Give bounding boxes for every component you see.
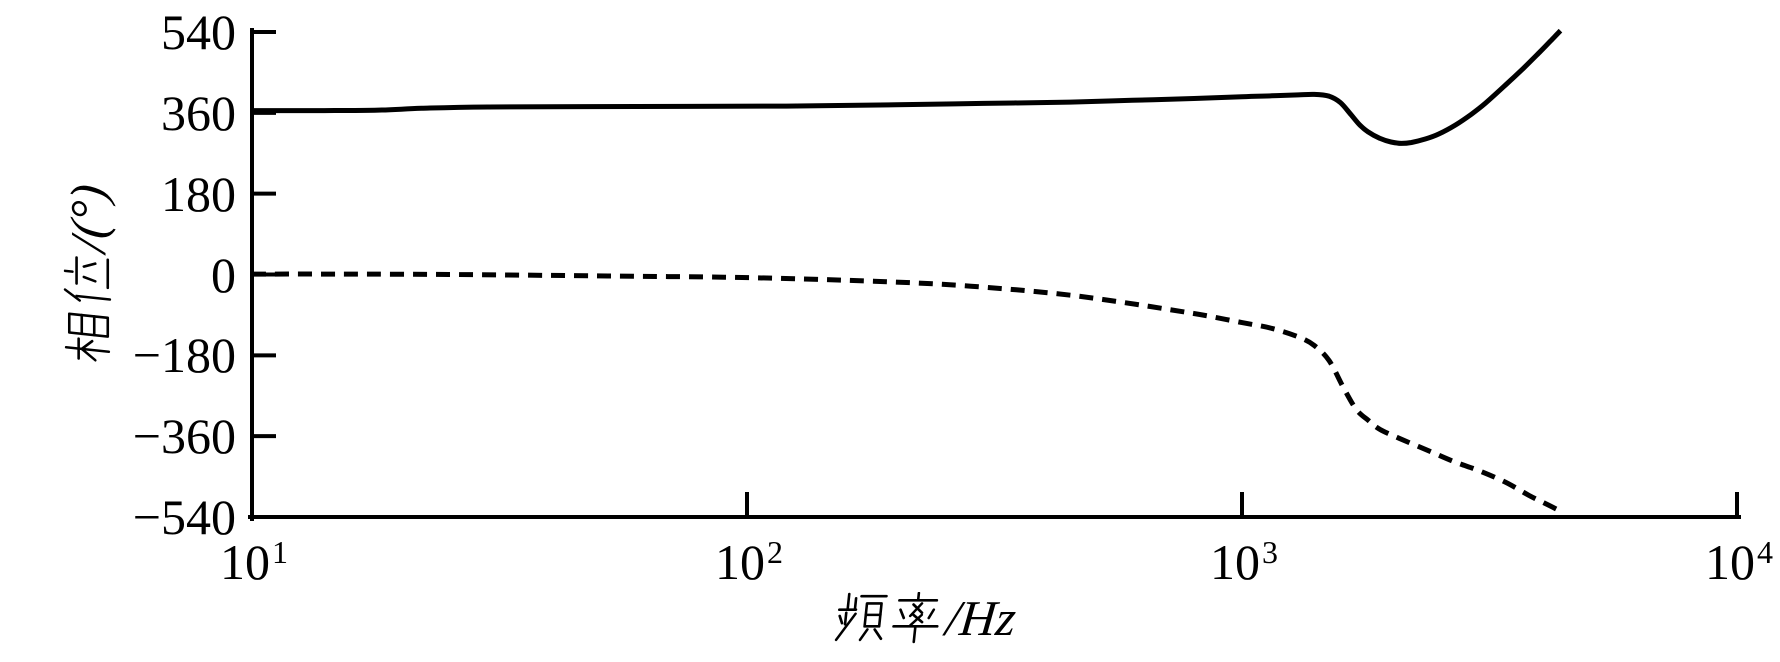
cjk-glyph-lv — [892, 592, 939, 644]
cjk-glyph-pin — [834, 592, 888, 642]
x-tick-exponent: 3 — [1262, 534, 1278, 570]
y-tick-label: −360 — [132, 408, 236, 465]
x-tick-label: 104 — [1705, 534, 1773, 594]
x-axis-title: /Hz — [831, 589, 1019, 647]
y-tick-label: −540 — [132, 488, 236, 545]
phase-curve-solid — [251, 28, 1563, 146]
x-tick-base: 10 — [1210, 534, 1260, 590]
cjk-glyph-wei — [63, 256, 112, 302]
x-tick-base: 10 — [715, 534, 765, 590]
y-tick-label: 360 — [161, 84, 236, 141]
cjk-glyph-xiang — [64, 312, 111, 362]
x-tick-label: 103 — [1210, 534, 1278, 594]
x-tick-exponent: 1 — [272, 534, 288, 570]
y-tick-label: 0 — [211, 246, 236, 303]
x-tick-exponent: 4 — [1757, 534, 1773, 570]
x-tick-base: 10 — [1705, 534, 1755, 590]
x-axis-unit: /Hz — [943, 590, 1019, 646]
y-axis-unit: /(°) — [60, 181, 116, 255]
y-axis-title: /(°) — [59, 181, 117, 366]
x-tick-label: 101 — [220, 534, 288, 594]
x-tick-base: 10 — [220, 534, 270, 590]
x-tick-label: 102 — [715, 534, 783, 594]
y-tick-label: 540 — [161, 4, 236, 60]
y-tick-label: −180 — [132, 327, 236, 384]
phase-curve-dashed — [251, 271, 1562, 514]
x-tick-exponent: 2 — [767, 534, 783, 570]
y-tick-label: 180 — [161, 165, 236, 222]
